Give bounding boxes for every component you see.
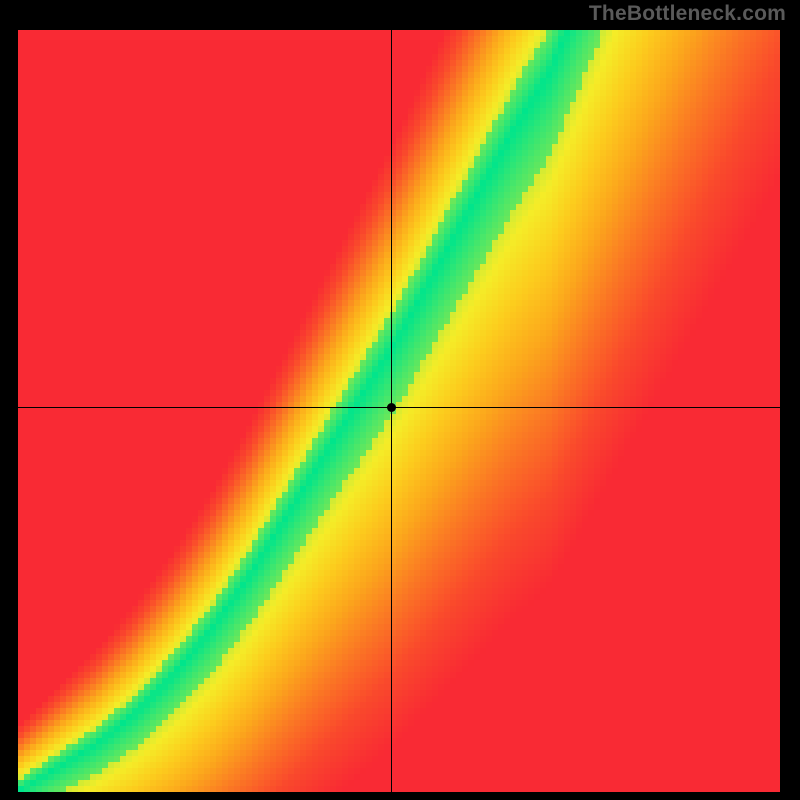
crosshair-horizontal [18,407,780,408]
selection-marker [387,403,396,412]
watermark-text: TheBottleneck.com [589,2,786,26]
bottleneck-heatmap [18,30,780,792]
